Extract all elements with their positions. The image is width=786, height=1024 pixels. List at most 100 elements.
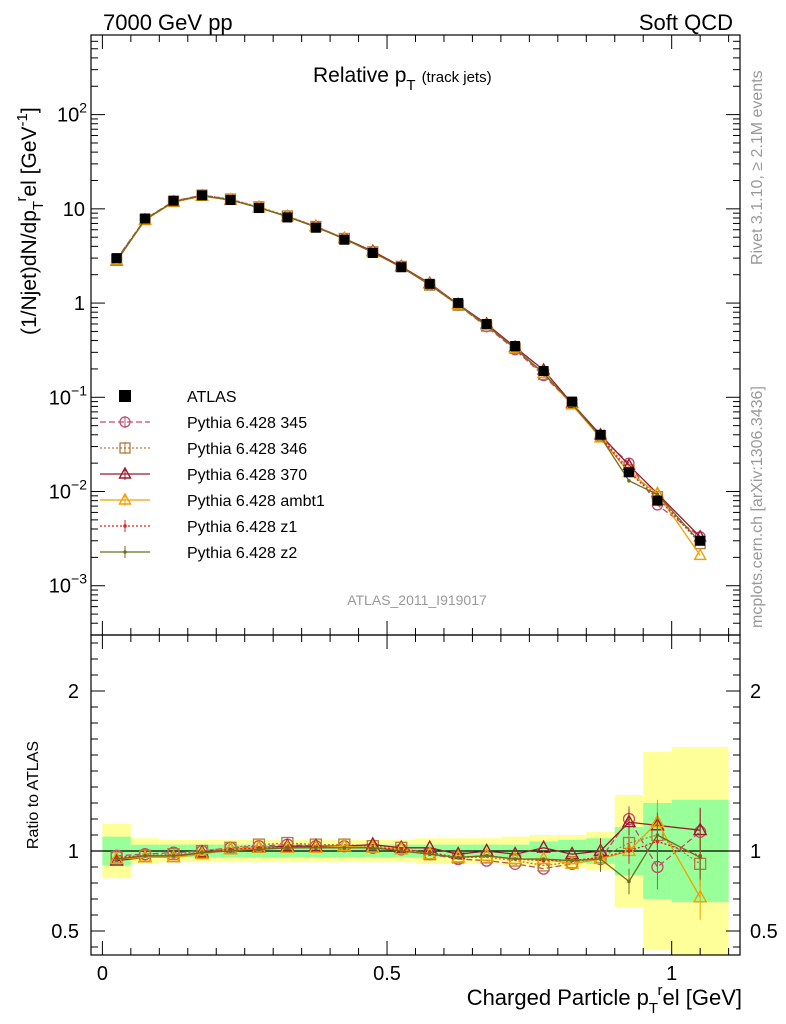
ratio-y-tick-label-right: 0.5 [750, 921, 778, 943]
y-tick-label: 10−1 [49, 382, 87, 409]
data-point-atlas [197, 190, 208, 201]
ratio-data-point [228, 849, 233, 853]
ratio-data-point [536, 850, 551, 865]
ratio-data-point [507, 850, 523, 865]
ratio-data-point [257, 847, 261, 852]
data-point-atlas [310, 222, 321, 233]
ratio-y-axis-label: Ratio to ATLAS [25, 741, 42, 849]
data-point-atlas [538, 366, 549, 377]
data-point-atlas [168, 195, 179, 206]
legend-marker [123, 524, 127, 528]
legend-label: Pythia 6.428 ambt1 [187, 493, 325, 510]
data-point-atlas [140, 213, 151, 224]
ratio-data-point [394, 841, 409, 855]
beam-label: 7000 GeV pp [103, 10, 233, 35]
ratio-data-point [109, 852, 124, 866]
series-line [116, 195, 701, 543]
data-point [655, 492, 660, 497]
series-line [116, 194, 701, 538]
ratio-data-point [541, 857, 546, 861]
ratio-data-point [692, 889, 708, 903]
ratio-data-point [627, 849, 631, 853]
y-tick-label: 10−3 [49, 571, 87, 598]
legend-marker [119, 442, 131, 454]
ratio-data-point [223, 841, 238, 855]
ratio-data-point [194, 844, 210, 858]
legend-label: Pythia 6.428 370 [187, 467, 307, 484]
analysis-label: ATLAS_2011_I919017 [347, 592, 487, 608]
data-point-atlas [595, 429, 606, 440]
data-point-atlas [424, 278, 435, 289]
legend-marker [118, 492, 132, 505]
main-y-axis-label: (1/Njet)dN/dpTrel [GeV-1] [13, 107, 47, 335]
ratio-data-point [143, 854, 147, 858]
data-point-atlas [396, 262, 407, 273]
legend-marker [118, 466, 132, 479]
series-line [116, 195, 701, 543]
ratio-data-point [200, 850, 204, 855]
data-point [627, 478, 631, 483]
ratio-data-point [280, 839, 295, 853]
ratio-data-point [513, 857, 517, 861]
ratio-data-point [171, 854, 176, 858]
ratio-data-point [308, 839, 324, 853]
ratio-data-point [251, 839, 267, 853]
series-line [116, 195, 701, 538]
x-tick-label: 0 [97, 963, 108, 985]
data-point [693, 547, 707, 561]
series-line [116, 194, 701, 545]
data-point-atlas [695, 535, 706, 546]
y-tick-label: 10 [63, 199, 85, 221]
legend: ATLAS Pythia 6.428 345 Pythia 6.428 346 Pyt… [100, 389, 325, 562]
legend-label: Pythia 6.428 346 [187, 441, 307, 458]
ratio-data-point [598, 857, 603, 861]
legend-marker [123, 550, 127, 554]
data-point-atlas [567, 396, 578, 407]
ratio-y-tick-label-right: 2 [750, 681, 761, 703]
legend-marker [119, 390, 131, 402]
ratio-data-point [484, 854, 489, 858]
rivet-version-label: Rivet 3.1.10, ≥ 2.1M events [749, 70, 766, 265]
legend-label: ATLAS [187, 389, 237, 406]
legend-label: Pythia 6.428 z1 [187, 519, 297, 536]
ratio-data-point [337, 838, 352, 852]
ratio-data-point [365, 839, 381, 853]
ratio-data-point [314, 846, 318, 850]
data-point-atlas [510, 341, 521, 352]
ratio-data-point [280, 838, 295, 852]
plot-title: Relative pT (track jets) [313, 64, 492, 94]
ratio-data-point [456, 855, 460, 860]
ratio-data-point [114, 857, 119, 861]
data-point-atlas [652, 495, 663, 506]
ratio-data-point [570, 858, 574, 863]
ratio-data-point [627, 879, 631, 884]
ratio-data-point [480, 851, 493, 864]
ratio-data-point [308, 838, 324, 852]
ratio-data-point [479, 847, 494, 861]
ratio-data-point [285, 846, 290, 850]
mcplots-label: mcplots.cern.ch [arXiv:1306.3436] [749, 386, 766, 628]
legend-label: Pythia 6.428 345 [187, 415, 307, 432]
data-point-atlas [453, 298, 464, 309]
x-tick-label: 0.5 [373, 963, 401, 985]
ratio-data-point [399, 849, 404, 853]
ratio-data-point [564, 855, 580, 869]
ratio-data-point [508, 854, 522, 867]
data-point-atlas [623, 467, 634, 478]
data-point-atlas [339, 234, 350, 245]
ratio-data-point [371, 846, 375, 850]
data-point-atlas [481, 318, 492, 329]
ratio-data-point [427, 852, 432, 856]
ratio-data-point [109, 850, 124, 865]
ratio-data-point [342, 846, 347, 850]
ratio-data-point [655, 833, 660, 837]
ratio-y-tick-label-left: 2 [68, 681, 79, 703]
ratio-plot-panel: 0.5 0.5 1 1 2 2 0 0.5 1 [51, 634, 778, 985]
x-tick-label: 1 [666, 963, 677, 985]
ratio-data-point [621, 814, 637, 828]
data-point-atlas [367, 247, 378, 258]
ratio-data-point [450, 849, 466, 863]
data-point-atlas [282, 212, 293, 223]
legend-label: Pythia 6.428 z2 [187, 545, 297, 562]
